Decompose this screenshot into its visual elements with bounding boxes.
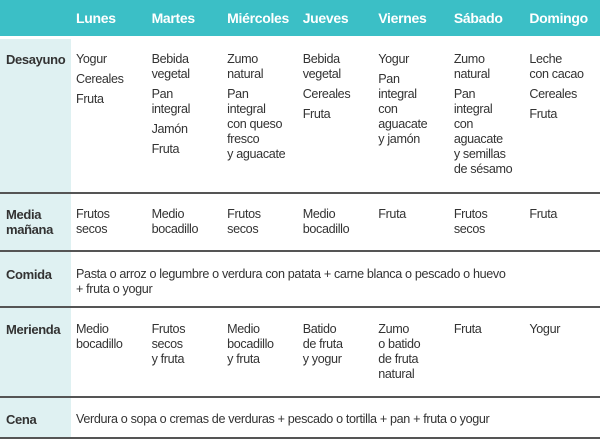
- row-cena: Cena Verdura o sopa o cremas de verduras…: [0, 397, 600, 438]
- food-item: Cereales: [302, 86, 351, 101]
- meal-cell: Bebida vegetal Pan integral Jamón Fruta: [146, 35, 223, 193]
- meal-label: Cena: [0, 397, 71, 438]
- food-item: Fruta: [529, 106, 558, 121]
- day-header: Viernes: [378, 9, 427, 26]
- meal-cell-all-days: Pasta o arroz o legumbre o verdura con p…: [76, 267, 506, 296]
- meal-label: Media mañana: [0, 193, 71, 251]
- meal-cell: Zumo natural Pan integral con aguacate y …: [448, 35, 525, 193]
- meal-cell: Frutos secos y fruta: [151, 322, 186, 366]
- food-item: Cereales: [76, 71, 124, 86]
- food-item: Fruta: [151, 141, 180, 156]
- row-media-manana: Media mañana Frutos secos Medio bocadill…: [0, 193, 600, 251]
- food-item: Pan integral con aguacate y jamón: [378, 71, 428, 146]
- meal-cell: Fruta: [453, 322, 482, 336]
- row-merienda: Merienda Medio bocadillo Frutos secos y …: [0, 307, 600, 397]
- meal-cell: Medio bocadillo: [76, 322, 123, 351]
- food-item: Pan integral con aguacate y semillas de …: [453, 86, 513, 176]
- food-item: Fruta: [76, 91, 104, 106]
- day-header: Jueves: [302, 9, 349, 26]
- meal-cell: Fruta: [378, 207, 406, 221]
- meal-cell: Yogur Cereales Fruta: [71, 35, 147, 193]
- day-header: Martes: [151, 9, 196, 26]
- meal-cell: Bebida vegetal Cereales Fruta: [297, 35, 374, 193]
- food-item: Zumo natural: [227, 51, 264, 81]
- food-item: Cereales: [529, 86, 577, 101]
- food-item: Pan integral con queso fresco y aguacate: [227, 86, 286, 161]
- day-header: Miércoles: [227, 9, 290, 26]
- food-item: Leche con cacao: [529, 51, 584, 81]
- food-item: Zumo natural: [453, 51, 490, 81]
- meal-cell: Zumo o batido de fruta natural: [378, 322, 421, 381]
- header-row: Lunes Martes Miércoles Jueves Viernes Sá…: [0, 0, 600, 37]
- food-item: Yogur: [378, 51, 409, 66]
- meal-cell: Medio bocadillo: [151, 207, 199, 236]
- meal-cell: Medio bocadillo y fruta: [227, 322, 274, 366]
- meal-cell-all-days: Verdura o sopa o cremas de verduras + pe…: [76, 412, 490, 426]
- row-comida: Comida Pasta o arroz o legumbre o verdur…: [0, 251, 600, 307]
- meal-label: Merienda: [0, 307, 71, 397]
- row-desayuno: Desayuno Yogur Cereales Fruta Bebida veget…: [0, 35, 600, 193]
- food-item: Bebida vegetal: [302, 51, 342, 81]
- food-item: Fruta: [302, 106, 331, 121]
- day-header: Lunes: [76, 9, 116, 26]
- meal-label: Comida: [0, 251, 71, 307]
- food-item: Jamón: [151, 121, 188, 136]
- meal-label: Desayuno: [0, 35, 71, 193]
- food-item: Bebida vegetal: [151, 51, 191, 81]
- meal-cell: Batido de fruta y yogur: [302, 322, 343, 366]
- meal-cell: Yogur Pan integral con aguacate y jamón: [373, 35, 449, 193]
- meal-cell: Medio bocadillo: [302, 207, 350, 236]
- meal-cell: Leche con cacao Cereales Fruta: [524, 35, 600, 193]
- meal-cell: Frutos secos: [453, 207, 488, 236]
- corner-cell: [0, 0, 71, 37]
- meal-cell: Zumo natural Pan integral con queso fresc…: [222, 35, 298, 193]
- day-header: Sábado: [453, 9, 503, 26]
- food-item: Yogur: [76, 51, 107, 66]
- meal-cell: Frutos secos: [76, 207, 110, 236]
- day-header: Domingo: [529, 9, 588, 26]
- meal-cell: Frutos secos: [227, 207, 261, 236]
- meal-cell: Fruta: [529, 207, 558, 221]
- meal-cell: Yogur: [529, 322, 561, 336]
- food-item: Pan integral: [151, 86, 191, 116]
